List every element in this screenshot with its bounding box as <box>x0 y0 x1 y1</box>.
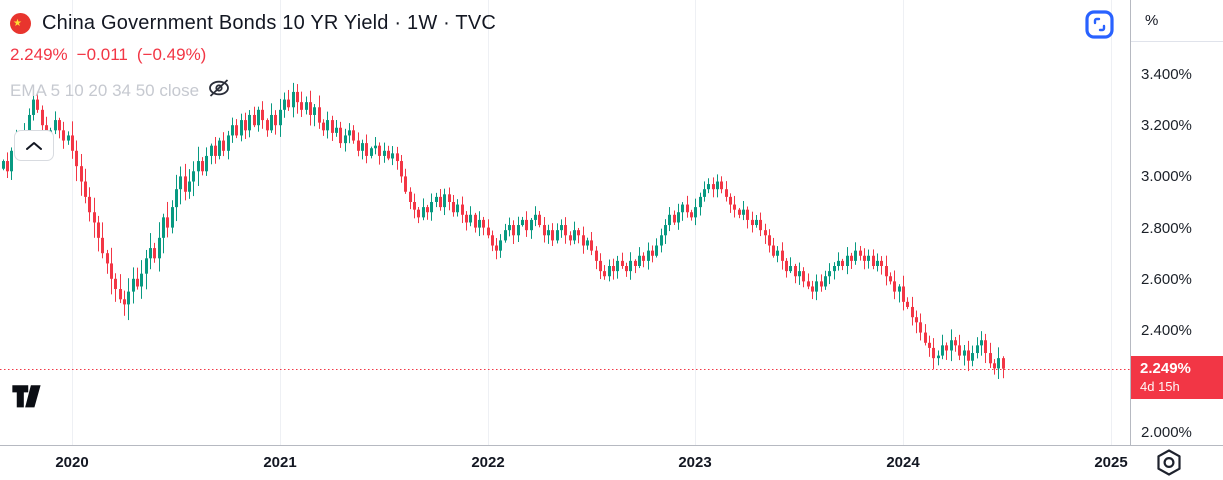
last-price-badge: 2.249% 4d 15h <box>1131 355 1223 399</box>
price-tick-label: 2.400% <box>1141 322 1192 339</box>
indicator-row: EMA 5 10 20 34 50 close <box>10 76 496 105</box>
price-tick-label: 3.400% <box>1141 66 1192 83</box>
price-tick-label: 3.200% <box>1141 117 1192 135</box>
price-axis[interactable]: % 3.400% 3.200% 3.000% 2.800% 2.600% 2.400% 2.… <box>1130 0 1223 445</box>
time-tick-label: 2024 <box>886 454 920 471</box>
expand-fullscreen-button[interactable] <box>1084 9 1115 40</box>
time-tick-label: 2023 <box>678 454 712 471</box>
price-tick-label: 2.800% <box>1141 219 1192 237</box>
last-price-badge-value: 2.249% <box>1140 359 1191 377</box>
tradingview-logo[interactable] <box>10 380 50 413</box>
collapse-legend-button[interactable] <box>14 130 54 161</box>
price-tick-label: 2.000% <box>1141 424 1192 442</box>
price-axis-unit: % <box>1131 0 1223 42</box>
percent-unit-label: % <box>1145 12 1159 29</box>
gear-icon <box>1157 449 1181 476</box>
eye-slash-icon[interactable] <box>206 76 232 105</box>
symbol-header: ★ China Government Bonds 10 YR Yield · 1… <box>10 12 496 35</box>
expand-icon <box>1085 10 1114 39</box>
chart-settings-button[interactable] <box>1151 448 1187 479</box>
time-tick-label: 2021 <box>263 454 297 471</box>
time-tick-label: 2022 <box>471 454 505 471</box>
price-tick-label: 2.600% <box>1141 270 1192 288</box>
candlestick-chart-canvas[interactable] <box>0 0 1130 445</box>
ema-indicator-label[interactable]: EMA 5 10 20 34 50 close <box>10 80 200 100</box>
symbol-title[interactable]: China Government Bonds 10 YR Yield · 1W … <box>42 12 497 34</box>
price-tick-label: 3.000% <box>1141 168 1192 186</box>
time-tick-label: 2025 <box>1094 454 1128 471</box>
chevron-up-icon <box>26 141 42 150</box>
time-tick-label: 2020 <box>55 454 89 471</box>
time-axis[interactable]: 2020 2021 2022 2023 2024 2025 <box>0 445 1223 480</box>
tradingview-logo-icon <box>12 385 41 408</box>
bar-countdown: 4d 15h <box>1140 378 1180 394</box>
